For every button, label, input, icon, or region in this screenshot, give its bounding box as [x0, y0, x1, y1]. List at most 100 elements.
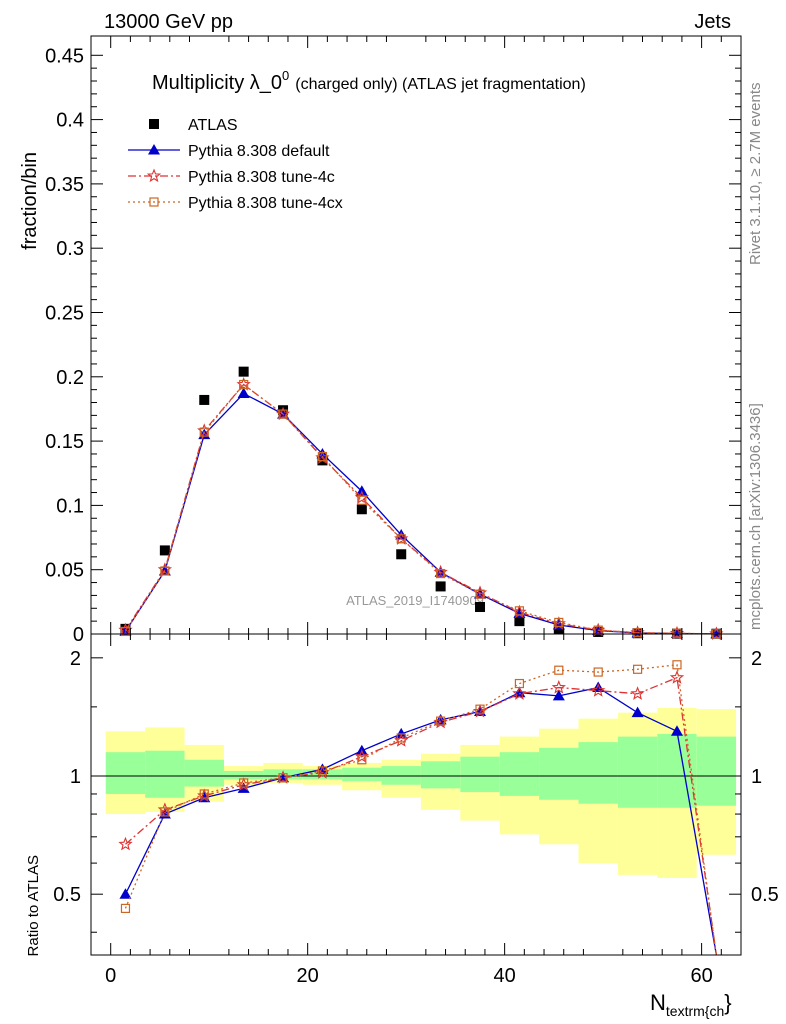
ratio-point-s3-3 [239, 778, 249, 788]
y-axis-label: fraction/bin [19, 152, 41, 250]
ratio-point-s2-10 [512, 686, 527, 700]
data-point-s3-1 [160, 566, 170, 576]
legend-marker-3 [149, 197, 159, 207]
y-tick-label: 0.45 [45, 45, 84, 67]
ratio-band-green [657, 733, 697, 808]
ratio-band-green [696, 736, 737, 806]
data-point-s3-7 [396, 534, 406, 544]
ratio-band-green [499, 752, 540, 796]
ratio-tick-label: 0.5 [53, 884, 81, 906]
ratio-point-s2-11 [551, 680, 566, 694]
legend: ATLAS Pythia 8.308 default Pythia 8.308 tu… [128, 117, 343, 212]
data-point-s0-9 [475, 601, 486, 612]
x-tick-label: 20 [297, 965, 319, 987]
y-tick-label: 0.15 [45, 431, 84, 453]
ratio-band-green [381, 766, 421, 785]
ratio-point-s3-0 [120, 903, 131, 914]
y-tick-label: 0.3 [56, 238, 84, 260]
ratio-point-s1-11 [552, 689, 565, 701]
ratio-band-green [420, 761, 461, 789]
ratio-plot: 0.5 0.51 12 20 20 40 60 [53, 633, 779, 987]
chart-title-main: Multiplicity λ_0 [152, 72, 282, 94]
ratio-point-s2-12 [591, 683, 606, 697]
ratio-point-s3-7 [396, 733, 406, 743]
chart-title: Multiplicity λ_00 (charged only) (ATLAS j… [152, 68, 586, 94]
data-point-s0-1 [159, 545, 170, 556]
data-point-s3-14 [672, 628, 682, 638]
ratio-point-s3-13 [632, 664, 643, 674]
data-point-s1-3 [237, 387, 250, 399]
chart-title-sup: 0 [282, 68, 289, 83]
data-point-s0-8 [435, 581, 446, 592]
ratio-point-s3-8 [436, 716, 446, 726]
data-point-s3-8 [436, 568, 446, 579]
ratio-line-2 [125, 676, 718, 956]
x-axis-label: Ntextrm{ch} [650, 990, 732, 1019]
data-point-s3-4 [278, 409, 288, 419]
data-point-s0-7 [396, 549, 407, 560]
ratio-point-s3-2 [199, 789, 209, 799]
ratio-line-1 [124, 686, 718, 956]
data-point-s3-10 [514, 606, 525, 616]
data-point-s0-3 [238, 366, 249, 377]
y-tick-label: 0.25 [45, 302, 84, 324]
ratio-tick-label-right: 1 [751, 766, 762, 788]
ratio-point-s1-12 [592, 681, 605, 693]
ratio-band-green [184, 759, 224, 787]
side-label-mcplots: mcplots.cern.ch [arXiv:1306.3436] [747, 403, 764, 630]
chart-title-suffix: (charged only) (ATLAS jet fragmentation) [295, 76, 586, 93]
ratio-point-s1-7 [395, 727, 408, 739]
data-point-s3-11 [554, 617, 564, 628]
y-tick-label: 0.2 [56, 367, 84, 389]
ratio-point-s3-12 [593, 667, 603, 677]
header-right: Jets [694, 11, 731, 33]
y-tick-label: 0.4 [56, 110, 84, 132]
x-tick-label: 60 [690, 965, 712, 987]
data-point-s3-0 [120, 626, 131, 637]
ratio-point-s1-0 [119, 888, 132, 899]
legend-label-2: Pythia 8.308 tune-4c [188, 169, 335, 186]
ratio-tick-label: 1 [70, 766, 81, 788]
ratio-tick-label-right: 2 [751, 648, 762, 670]
side-label-rivet: Rivet 3.1.10, ≥ 2.7M events [747, 83, 764, 266]
ratio-tick-label: 2 [70, 648, 81, 670]
data-point-s3-2 [199, 427, 209, 437]
watermark-text: ATLAS_2019_I1740909 [346, 593, 484, 608]
ratio-band-green [617, 736, 658, 808]
legend-label-1: Pythia 8.308 default [188, 143, 330, 160]
ratio-band-green [539, 747, 579, 800]
ratio-band-green [578, 742, 618, 804]
legend-marker-2 [146, 168, 162, 183]
data-point-s3-9 [475, 589, 485, 599]
data-point-s3-13 [632, 628, 643, 638]
ratio-band-green [223, 770, 264, 780]
y-tick-label: 0 [73, 624, 84, 646]
x-axis-label-close: } [724, 990, 731, 1015]
header-left: 13000 GeV pp [104, 11, 233, 33]
data-point-s3-6 [357, 495, 367, 505]
ratio-point-s1-14 [670, 725, 683, 736]
ratio-point-s2-6 [354, 749, 369, 763]
ratio-point-s3-4 [278, 773, 288, 783]
data-point-s3-5 [317, 451, 328, 462]
ratio-point-s1-8 [434, 713, 447, 725]
ratio-frame [90, 633, 742, 956]
x-axis-label-sub: textrm{ch [666, 1003, 724, 1019]
ratio-point-s2-0 [118, 836, 133, 851]
ratio-point-s3-14 [672, 660, 682, 670]
ratio-point-s3-6 [357, 755, 367, 765]
legend-label-0: ATLAS [188, 117, 238, 134]
legend-marker-1 [148, 144, 160, 155]
data-point-s3-3 [239, 379, 249, 390]
series-line-3 [124, 383, 717, 635]
x-axis-label-main: N [650, 990, 666, 1015]
ratio-band-green [105, 752, 146, 794]
ratio-band-green [460, 756, 500, 793]
data-point-s0-2 [199, 394, 210, 405]
ratio-point-s2-14 [669, 670, 685, 684]
ratio-tick-label-right: 0.5 [751, 884, 779, 906]
ratio-point-s3-1 [160, 807, 170, 817]
ratio-point-s3-5 [317, 766, 328, 776]
